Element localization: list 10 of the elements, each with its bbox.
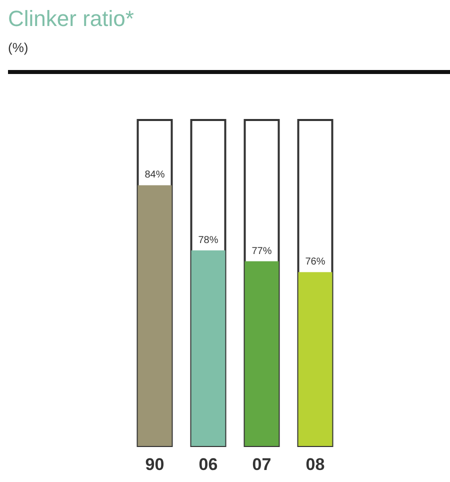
data-label: 78%	[198, 234, 218, 246]
x-tick-label: 08	[306, 455, 325, 474]
data-label: 77%	[252, 246, 272, 257]
x-tick-label: 90	[145, 455, 164, 474]
data-label: 84%	[144, 170, 165, 181]
x-tick-label: 07	[252, 455, 272, 474]
data-label: 76%	[305, 256, 326, 268]
text: (%)	[8, 40, 28, 55]
x-tick-label: 06	[198, 455, 218, 474]
chart-title: Clinker ratio*	[8, 6, 134, 32]
